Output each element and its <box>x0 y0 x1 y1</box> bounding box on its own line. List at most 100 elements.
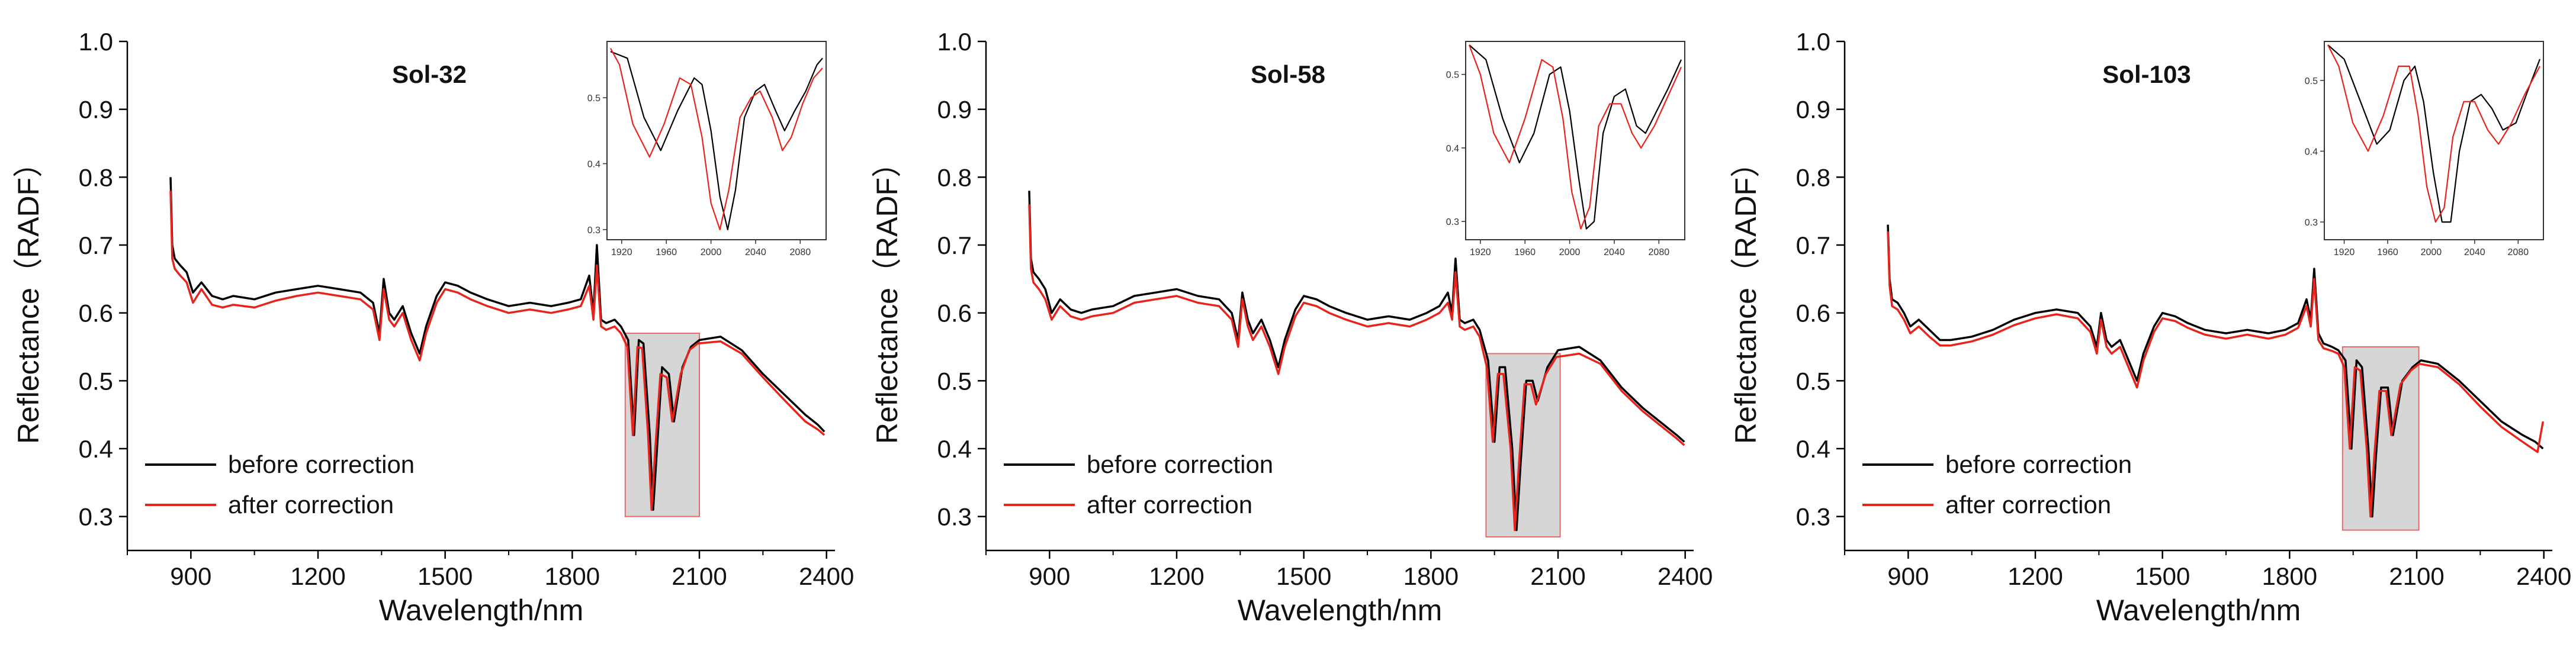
y-tick-label: 0.5 <box>1796 367 1830 395</box>
inset-x-tick-label: 2040 <box>2464 247 2485 257</box>
inset-x-tick-label: 1920 <box>611 247 632 257</box>
y-tick-label: 0.6 <box>937 299 972 327</box>
y-tick-label: 0.6 <box>79 299 113 327</box>
inset-x-tick-label: 2080 <box>1649 247 1670 257</box>
inset-y-tick-label: 0.4 <box>587 159 600 169</box>
x-axis-label: Wavelength/nm <box>379 594 584 627</box>
chart-panel-1: 0.3 0.4 0.5 0.6 0.7 0.8 0.9 1.0 900 1200 1500 1800 2… <box>12 28 854 627</box>
inset-y-tick-label: 0.4 <box>2305 147 2318 157</box>
y-tick-label: 0.6 <box>1796 299 1830 327</box>
inset-frame <box>606 41 827 240</box>
y-tick-label: 1.0 <box>79 28 113 56</box>
x-tick-label: 1500 <box>2135 562 2190 590</box>
inset-x-tick-label: 1960 <box>656 247 677 257</box>
y-tick-label: 0.5 <box>937 367 972 395</box>
x-axis-label: Wavelength/nm <box>1238 594 1443 627</box>
x-tick-label: 900 <box>1887 562 1929 590</box>
x-tick-label: 2400 <box>2516 562 2571 590</box>
inset-before-correction-line <box>610 51 823 230</box>
inset-x-tick-label: 2000 <box>1559 247 1581 257</box>
inset-x-tick-label: 2040 <box>1604 247 1625 257</box>
y-tick-label: 0.3 <box>1796 503 1830 531</box>
legend-before-label: before correction <box>1087 450 1273 478</box>
inset-x-tick-label: 2000 <box>2421 247 2442 257</box>
inset-zoom-chart: 0.3 0.4 0.5 1920 1960 2000 2040 2080 <box>1446 41 1685 257</box>
y-tick-label: 0.9 <box>79 96 113 124</box>
x-tick-label: 2100 <box>2389 562 2444 590</box>
inset-frame <box>2324 41 2544 240</box>
y-tick-label: 0.4 <box>79 435 113 463</box>
x-tick-label: 2100 <box>672 562 727 590</box>
legend-after-label: after correction <box>1087 491 1252 518</box>
chart-panel-2: 0.3 0.4 0.5 0.6 0.7 0.8 0.9 1.0 900 1200 1500 1800 2… <box>871 28 1713 627</box>
y-axis-label: Reflectance（RADF） <box>12 148 45 444</box>
x-tick-label: 900 <box>170 562 211 590</box>
y-tick-label: 0.3 <box>79 503 113 531</box>
y-tick-label: 0.4 <box>937 435 972 463</box>
inset-frame <box>1465 41 1685 240</box>
x-tick-label: 1200 <box>1149 562 1204 590</box>
inset-y-tick-label: 0.5 <box>587 94 600 104</box>
inset-after-correction-line <box>1468 44 1682 230</box>
inset-y-tick-label: 0.3 <box>2305 218 2318 228</box>
y-tick-label: 0.7 <box>937 231 972 259</box>
legend-after-label: after correction <box>1945 491 2111 518</box>
x-axis-label: Wavelength/nm <box>2096 594 2301 627</box>
y-tick-label: 0.8 <box>79 163 113 191</box>
inset-after-correction-line <box>2327 44 2540 223</box>
y-tick-label: 0.5 <box>79 367 113 395</box>
y-tick-label: 0.4 <box>1796 435 1830 463</box>
inset-y-tick-label: 0.3 <box>1446 217 1459 227</box>
chart-title: Sol-58 <box>1251 60 1325 88</box>
inset-zoom-chart: 0.3 0.4 0.5 1920 1960 2000 2040 2080 <box>2305 41 2544 257</box>
x-tick-label: 1200 <box>2008 562 2063 590</box>
series-after-correction-line <box>169 191 826 511</box>
legend-after-label: after correction <box>228 491 394 518</box>
inset-x-tick-label: 2000 <box>701 247 722 257</box>
x-tick-label: 1500 <box>1276 562 1331 590</box>
inset-y-tick-label: 0.3 <box>587 226 600 236</box>
y-tick-label: 1.0 <box>937 28 972 56</box>
x-tick-label: 2400 <box>1658 562 1713 590</box>
x-tick-label: 1800 <box>2262 562 2317 590</box>
inset-before-correction-line <box>1469 44 1682 230</box>
y-axis-label: Reflectance（RADF） <box>871 148 904 444</box>
inset-x-tick-label: 2080 <box>790 247 811 257</box>
series-after-correction-line <box>1028 204 1685 532</box>
y-tick-label: 1.0 <box>1796 28 1830 56</box>
y-tick-label: 0.8 <box>937 163 972 191</box>
inset-before-correction-line <box>2327 44 2541 223</box>
x-tick-label: 1800 <box>1403 562 1459 590</box>
legend-before-label: before correction <box>1945 450 2132 478</box>
x-tick-label: 900 <box>1029 562 1070 590</box>
series-after-correction-line <box>1887 231 2545 518</box>
y-tick-label: 0.8 <box>1796 163 1830 191</box>
inset-y-tick-label: 0.4 <box>1446 144 1459 154</box>
x-tick-label: 1800 <box>545 562 600 590</box>
x-tick-label: 1500 <box>417 562 473 590</box>
x-tick-label: 2400 <box>799 562 854 590</box>
inset-y-tick-label: 0.5 <box>1446 70 1459 80</box>
legend-before-label: before correction <box>228 450 415 478</box>
y-tick-label: 0.9 <box>1796 96 1830 124</box>
inset-after-correction-line <box>610 48 823 230</box>
inset-x-tick-label: 1920 <box>1470 247 1491 257</box>
chart-panel-3: 0.3 0.4 0.5 0.6 0.7 0.8 0.9 1.0 900 1200 1500 1800 2… <box>1729 28 2571 627</box>
y-tick-label: 0.7 <box>1796 231 1830 259</box>
inset-zoom-chart: 0.3 0.4 0.5 1920 1960 2000 2040 2080 <box>587 41 827 257</box>
series-before-correction-line <box>1028 191 1685 532</box>
inset-y-tick-label: 0.5 <box>2305 76 2318 86</box>
x-tick-label: 1200 <box>290 562 345 590</box>
inset-x-tick-label: 1960 <box>2377 247 2398 257</box>
y-tick-label: 0.7 <box>79 231 113 259</box>
inset-x-tick-label: 1960 <box>1514 247 1536 257</box>
inset-x-tick-label: 1920 <box>2334 247 2355 257</box>
chart-title: Sol-32 <box>392 60 467 88</box>
y-tick-label: 0.3 <box>937 503 972 531</box>
chart-title: Sol-103 <box>2102 60 2190 88</box>
x-tick-label: 2100 <box>1530 562 1585 590</box>
inset-x-tick-label: 2040 <box>745 247 766 257</box>
y-tick-label: 0.9 <box>937 96 972 124</box>
